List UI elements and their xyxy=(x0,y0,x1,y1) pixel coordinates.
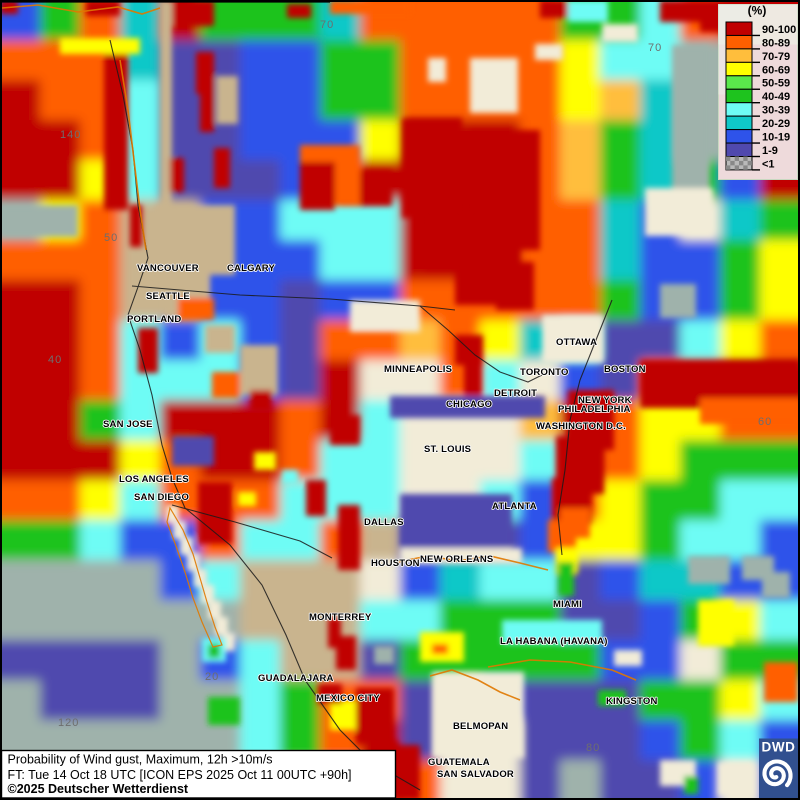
svg-text:SAN DIEGO: SAN DIEGO xyxy=(134,492,189,503)
svg-text:PHILADELPHIA: PHILADELPHIA xyxy=(558,404,631,415)
svg-text:140: 140 xyxy=(60,129,81,141)
svg-text:80: 80 xyxy=(586,742,600,754)
svg-text:SAN JOSE: SAN JOSE xyxy=(103,419,153,430)
svg-text:70: 70 xyxy=(320,19,334,31)
svg-text:60: 60 xyxy=(758,416,772,428)
svg-text:VANCOUVER: VANCOUVER xyxy=(137,263,199,274)
svg-text:40-49: 40-49 xyxy=(762,91,790,103)
svg-text:OTTAWA: OTTAWA xyxy=(556,337,597,348)
svg-text:50: 50 xyxy=(104,232,118,244)
svg-text:BELMOPAN: BELMOPAN xyxy=(453,721,508,732)
svg-text:90-100: 90-100 xyxy=(762,24,796,36)
svg-text:50-59: 50-59 xyxy=(762,78,790,90)
svg-text:CHICAGO: CHICAGO xyxy=(446,399,492,410)
svg-text:70-79: 70-79 xyxy=(762,51,790,63)
svg-text:NEW ORLEANS: NEW ORLEANS xyxy=(420,554,493,565)
svg-text:MONTERREY: MONTERREY xyxy=(309,612,372,623)
svg-text:70: 70 xyxy=(648,42,662,54)
svg-text:20: 20 xyxy=(205,671,219,683)
svg-text:TORONTO: TORONTO xyxy=(520,367,569,378)
svg-text:MIAMI: MIAMI xyxy=(553,599,582,610)
svg-text:80-89: 80-89 xyxy=(762,37,790,49)
svg-text:CALGARY: CALGARY xyxy=(227,263,275,274)
svg-text:<1: <1 xyxy=(762,158,775,170)
svg-text:LOS ANGELES: LOS ANGELES xyxy=(119,474,189,485)
svg-text:BOSTON: BOSTON xyxy=(604,364,646,375)
svg-text:PORTLAND: PORTLAND xyxy=(127,314,181,325)
svg-text:©2025 Deutscher Wetterdienst: ©2025 Deutscher Wetterdienst xyxy=(8,782,189,796)
svg-text:LA HABANA (HAVANA): LA HABANA (HAVANA) xyxy=(500,636,608,647)
svg-text:(%): (%) xyxy=(748,4,767,18)
svg-text:MEXICO CITY: MEXICO CITY xyxy=(316,693,380,704)
svg-text:WASHINGTON D.C.: WASHINGTON D.C. xyxy=(536,421,626,432)
svg-text:GUATEMALA: GUATEMALA xyxy=(428,757,490,768)
svg-text:40: 40 xyxy=(48,354,62,366)
svg-text:1-9: 1-9 xyxy=(762,145,778,157)
svg-text:MINNEAPOLIS: MINNEAPOLIS xyxy=(384,364,452,375)
svg-text:FT: Tue 14 Oct 18 UTC [ICON EP: FT: Tue 14 Oct 18 UTC [ICON EPS 2025 Oct… xyxy=(8,768,352,782)
svg-text:DWD: DWD xyxy=(761,740,795,755)
svg-text:ST. LOUIS: ST. LOUIS xyxy=(424,444,471,455)
svg-text:20-29: 20-29 xyxy=(762,118,790,130)
svg-text:DALLAS: DALLAS xyxy=(364,517,404,528)
svg-text:NEW YORK: NEW YORK xyxy=(578,395,632,406)
svg-text:ATLANTA: ATLANTA xyxy=(492,501,537,512)
svg-text:GUADALAJARA: GUADALAJARA xyxy=(258,673,334,684)
svg-text:30-39: 30-39 xyxy=(762,105,790,117)
svg-text:10-19: 10-19 xyxy=(762,132,790,144)
svg-text:HOUSTON: HOUSTON xyxy=(371,558,420,569)
svg-text:DETROIT: DETROIT xyxy=(494,388,537,399)
svg-text:Probability of Wind gust, Maxi: Probability of Wind gust, Maximum, 12h >… xyxy=(8,753,273,767)
svg-text:SAN SALVADOR: SAN SALVADOR xyxy=(437,769,514,780)
svg-text:SEATTLE: SEATTLE xyxy=(146,291,190,302)
svg-text:60-69: 60-69 xyxy=(762,64,790,76)
svg-text:120: 120 xyxy=(58,717,79,729)
svg-text:KINGSTON: KINGSTON xyxy=(606,696,658,707)
